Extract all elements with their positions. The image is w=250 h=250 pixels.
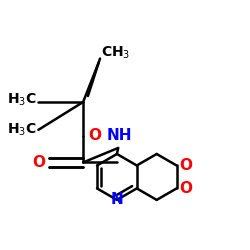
Text: H$_3$C: H$_3$C: [7, 92, 36, 108]
Text: CH$_3$: CH$_3$: [101, 44, 130, 61]
Text: H$_3$C: H$_3$C: [7, 122, 36, 138]
Text: NH: NH: [106, 128, 132, 143]
Text: O: O: [32, 155, 45, 170]
Text: O: O: [180, 181, 192, 196]
Text: N: N: [110, 192, 123, 208]
Text: O: O: [180, 158, 192, 173]
Text: O: O: [88, 128, 102, 143]
